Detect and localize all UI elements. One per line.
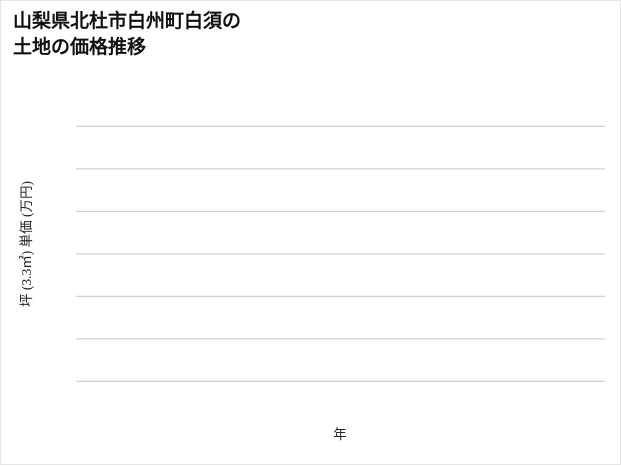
page-title: 山梨県北杜市白州町白須の 土地の価格推移 bbox=[13, 11, 242, 58]
x-axis-label: 年 bbox=[333, 427, 347, 442]
y-axis-label: 坪 (3.3㎡) 単価 (万円) bbox=[19, 181, 34, 307]
gridlines-group bbox=[76, 125, 605, 382]
